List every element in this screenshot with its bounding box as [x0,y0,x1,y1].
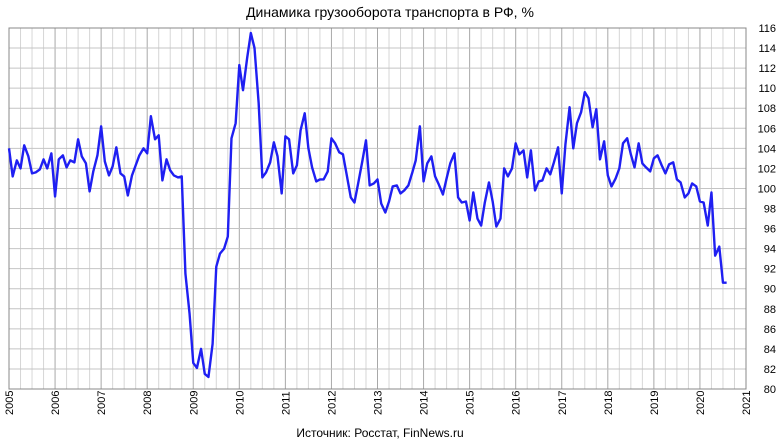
y-tick-label: 110 [758,83,776,95]
x-tick-label: 2016 [511,391,523,415]
series-line [7,31,727,379]
source-note: Источник: Росстат, FinNews.ru [296,426,464,440]
x-tick-label: 2013 [373,391,385,415]
y-tick-label: 90 [764,284,776,296]
y-axis-ticks: 80 82 84 86 88 90 92 94 96 98 100 102 104 106 108 110 11… [758,23,776,396]
x-tick-label: 2020 [695,391,707,415]
x-tick-label: 2014 [419,391,431,415]
y-tick-label: 86 [764,324,776,336]
x-tick-label: 2009 [188,391,200,415]
x-tick-label: 2008 [142,391,154,415]
y-tick-label: 80 [764,384,776,396]
chart-title: Динамика грузооборота транспорта в РФ, % [246,4,534,20]
y-tick-label: 116 [758,23,776,35]
x-tick-label: 2005 [4,391,16,415]
y-tick-label: 108 [758,103,776,115]
y-tick-label: 92 [764,264,776,276]
y-tick-label: 106 [758,123,776,135]
y-tick-label: 94 [764,244,776,256]
x-tick-label: 2015 [465,391,477,415]
y-tick-label: 104 [758,143,776,155]
x-axis-ticks: 2005 2006 2007 2008 2009 2010 2011 2012 2013 2014… [4,391,753,415]
y-tick-label: 100 [758,183,776,195]
x-tick-label: 2010 [234,391,246,415]
x-tick-label: 2006 [50,391,62,415]
y-tick-label: 96 [764,224,776,236]
plot-area-border [8,27,747,390]
y-tick-label: 112 [758,63,776,75]
x-tick-label: 2012 [326,391,338,415]
chart-grid [8,27,747,390]
x-tick-label: 2021 [741,391,753,415]
y-tick-label: 84 [764,344,776,356]
x-tick-label: 2019 [649,391,661,415]
y-tick-label: 114 [758,43,776,55]
y-tick-label: 82 [764,364,776,376]
y-tick-label: 88 [764,304,776,316]
y-tick-label: 102 [758,163,776,175]
x-tick-label: 2007 [96,391,108,415]
x-tick-label: 2011 [280,391,292,415]
x-tick-label: 2017 [557,391,569,415]
x-tick-label: 2018 [603,391,615,415]
y-tick-label: 98 [764,204,776,216]
